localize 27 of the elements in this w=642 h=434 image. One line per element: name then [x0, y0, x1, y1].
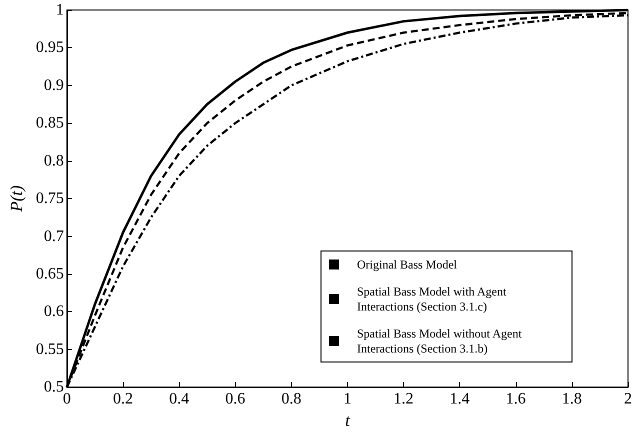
x-tick-label: 0.2: [113, 390, 134, 408]
x-tick-label: 0: [62, 390, 71, 408]
x-tick-label: 1.8: [562, 390, 582, 408]
x-tick-label: 1: [343, 390, 352, 408]
y-tick-label: 0.55: [36, 340, 64, 358]
y-tick-label: 0.95: [36, 39, 64, 56]
y-tick-label: 0.8: [44, 152, 64, 170]
legend-label: Original Bass Model: [357, 258, 458, 272]
y-tick-label: 0.5: [44, 378, 64, 396]
y-tick-label: 0.75: [36, 190, 64, 208]
x-tick-label: 0.4: [169, 390, 190, 408]
x-tick-label: 1.6: [506, 390, 526, 408]
x-tick-label: 0.8: [281, 390, 302, 408]
y-axis-title: P(t): [7, 185, 26, 213]
y-tick-label: 0.85: [36, 114, 64, 132]
y-tick-label: 0.6: [44, 303, 64, 320]
x-tick-label: 2: [624, 390, 632, 408]
legend-label: Spatial Bass Model without Agent Interactions (Section 3.1.b): [357, 326, 525, 356]
x-tick-label: 1.4: [450, 390, 470, 408]
y-tick-label: 0.9: [44, 76, 64, 94]
y-tick-label: 0.65: [36, 265, 64, 282]
y-tick-label: 0.7: [44, 228, 64, 245]
x-tick-label: 1.2: [394, 390, 414, 408]
x-axis-title: t: [345, 411, 352, 430]
y-tick-label: 1: [56, 2, 64, 18]
legend-label: Spatial Bass Model with Agent Interactions (Section 3.1.c): [357, 284, 510, 314]
x-tick-label: 0.6: [225, 390, 246, 408]
